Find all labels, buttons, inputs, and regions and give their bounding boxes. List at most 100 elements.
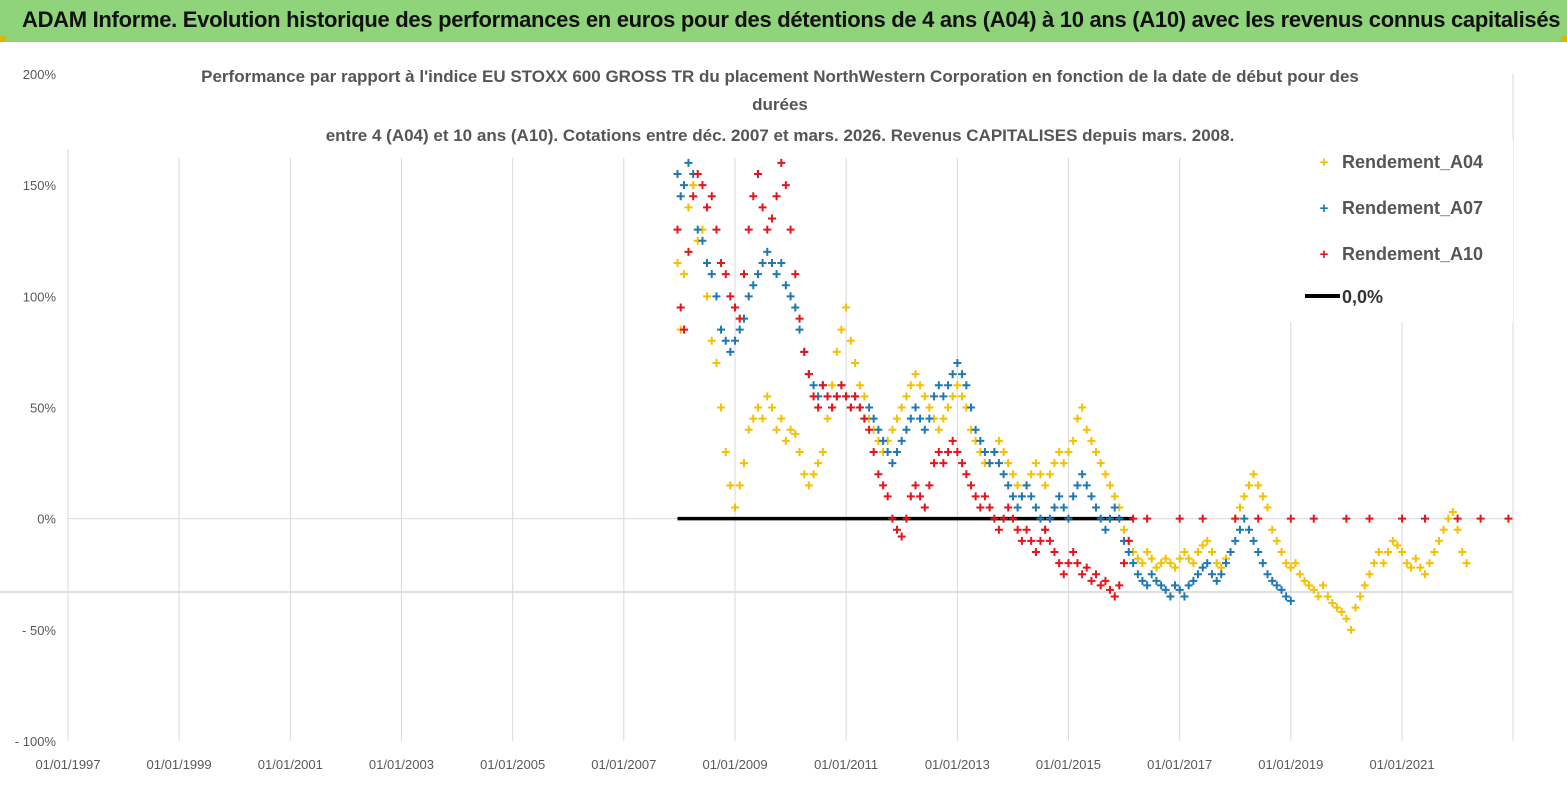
data-point [1050, 503, 1059, 512]
data-point [1203, 536, 1212, 545]
data-point [1138, 559, 1147, 568]
data-point [693, 225, 702, 234]
data-point [673, 258, 682, 267]
x-tick-label: 01/01/2017 [1147, 757, 1212, 772]
data-point [1314, 592, 1323, 601]
data-point [1096, 581, 1105, 590]
data-point [1055, 559, 1064, 568]
data-point [1129, 559, 1138, 568]
data-point [1055, 447, 1064, 456]
data-point [888, 459, 897, 468]
data-point [781, 436, 790, 445]
x-tick-label: 01/01/2011 [814, 757, 878, 772]
data-point [1231, 514, 1240, 523]
data-point [1161, 585, 1170, 594]
data-point [689, 181, 698, 190]
data-point [1078, 570, 1087, 579]
data-point [1171, 581, 1179, 590]
data-point [948, 436, 957, 445]
data-point [1022, 525, 1031, 534]
data-point [1300, 576, 1309, 585]
data-point [1175, 554, 1184, 563]
data-point [1004, 459, 1013, 468]
data-point [944, 381, 953, 390]
data-point [1143, 581, 1152, 590]
data-point [1157, 559, 1166, 568]
data-point [1342, 514, 1351, 523]
data-point [985, 459, 994, 468]
data-point [892, 447, 901, 456]
data-point [902, 392, 911, 401]
report-title: ADAM Informe. Evolution historique des p… [22, 7, 1561, 32]
data-point [925, 414, 934, 423]
data-point [676, 303, 685, 312]
data-point [860, 414, 869, 423]
data-points [673, 158, 1513, 634]
data-point [1087, 436, 1096, 445]
data-point [1092, 447, 1101, 456]
data-point [1421, 514, 1430, 523]
data-point [1425, 559, 1434, 568]
data-point [999, 470, 1008, 479]
data-point [731, 336, 740, 345]
data-point [869, 414, 878, 423]
data-point [1124, 536, 1133, 545]
legend-marker-a10: + [1320, 246, 1329, 263]
legend-label-a07: Rendement_A07 [1342, 198, 1483, 218]
data-point [846, 403, 855, 412]
data-point [1244, 481, 1253, 490]
data-point [1064, 559, 1073, 568]
data-point [1286, 596, 1295, 605]
data-point [1152, 576, 1161, 585]
data-point [958, 392, 967, 401]
data-point [712, 292, 721, 301]
data-point [818, 447, 827, 456]
data-point [944, 403, 953, 412]
data-point [1235, 503, 1244, 512]
data-point [1050, 459, 1059, 468]
data-point [1286, 514, 1295, 523]
data-point [994, 459, 1003, 468]
legend: + Rendement_A04 + Rendement_A07 + Rendem… [1283, 140, 1513, 322]
y-axis: 200% 150% 100% 50% 0% - 50% - 100% [15, 67, 57, 749]
data-point [1008, 514, 1017, 523]
corner-mark [0, 36, 6, 42]
data-point [1235, 525, 1244, 534]
data-point [1078, 470, 1087, 479]
data-point [786, 425, 795, 434]
data-point [680, 325, 689, 334]
data-point [1110, 503, 1119, 512]
data-point [1036, 514, 1045, 523]
data-point [795, 325, 804, 334]
data-point [1073, 414, 1082, 423]
data-point [865, 425, 874, 434]
data-point [1249, 536, 1258, 545]
data-point [1435, 536, 1444, 545]
data-point [1069, 548, 1078, 557]
data-point [777, 414, 786, 423]
data-point [832, 347, 841, 356]
data-point [1244, 525, 1253, 534]
data-point [1448, 507, 1457, 516]
data-point [1022, 481, 1031, 490]
x-tick-label: 01/01/1997 [35, 757, 100, 772]
data-point [1379, 559, 1388, 568]
y-tick-label: 50% [30, 401, 56, 416]
data-point [1416, 563, 1425, 572]
data-point [1171, 563, 1179, 572]
data-point [1110, 492, 1119, 501]
data-point [768, 258, 777, 267]
data-point [832, 392, 841, 401]
data-point [1444, 514, 1453, 523]
data-point [842, 392, 851, 401]
data-point [1082, 563, 1091, 572]
data-point [754, 403, 763, 412]
data-point [994, 436, 1003, 445]
data-point [1013, 525, 1022, 534]
data-point [717, 403, 726, 412]
data-point [1027, 492, 1036, 501]
data-point [1175, 585, 1184, 594]
data-point [925, 403, 934, 412]
data-point [1207, 570, 1216, 579]
data-point [1013, 503, 1022, 512]
